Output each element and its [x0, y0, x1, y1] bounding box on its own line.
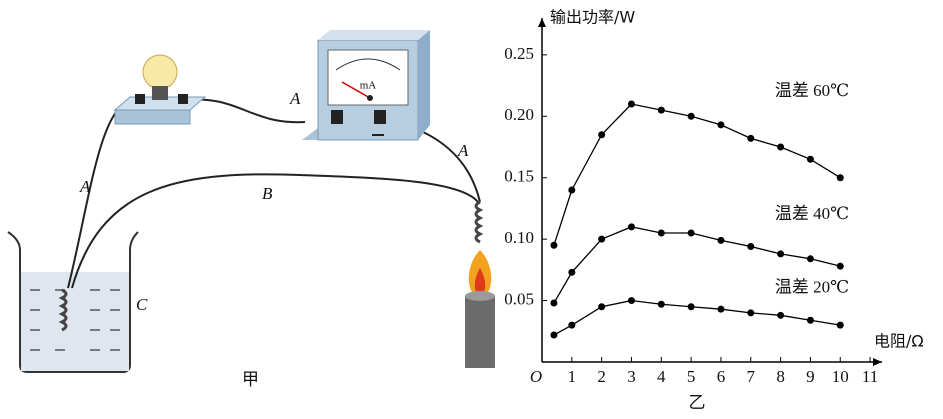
data-point: [628, 297, 635, 304]
data-point: [688, 230, 695, 237]
data-point: [747, 135, 754, 142]
series-label: 温差 20℃: [775, 277, 849, 296]
x-tick-label: 7: [747, 367, 756, 386]
y-tick-label: 0.05: [504, 289, 534, 308]
data-point: [550, 300, 557, 307]
x-tick-label: 3: [627, 367, 636, 386]
series-label: 温差 60℃: [775, 81, 849, 100]
data-point: [717, 121, 724, 128]
data-point: [777, 144, 784, 151]
wire-label: A: [457, 141, 469, 160]
data-point: [747, 309, 754, 316]
data-point: [628, 223, 635, 230]
data-point: [598, 303, 605, 310]
data-point: [777, 250, 784, 257]
axis-arrow: [873, 358, 882, 366]
data-point: [837, 263, 844, 270]
wire-label: B: [262, 184, 273, 203]
data-point: [688, 303, 695, 310]
data-point: [717, 306, 724, 313]
y-tick-label: 0.25: [504, 44, 534, 63]
axis-arrow: [538, 18, 546, 27]
series-label: 温差 40℃: [775, 204, 849, 223]
caption: 乙: [689, 393, 706, 413]
y-axis-label: 输出功率/W: [550, 8, 635, 27]
data-point: [807, 255, 814, 262]
data-point: [747, 243, 754, 250]
x-tick-label: 1: [568, 367, 577, 386]
x-axis-label: 电阻/Ω: [874, 332, 924, 351]
wire-label: A: [289, 89, 301, 108]
x-tick-label: 4: [657, 367, 666, 386]
x-tick-label: 11: [862, 367, 878, 386]
data-point: [688, 113, 695, 120]
x-tick-label: 10: [832, 367, 849, 386]
data-point: [658, 230, 665, 237]
data-point: [550, 242, 557, 249]
caption: 甲: [242, 370, 259, 390]
series-line: [554, 104, 840, 245]
data-point: [658, 107, 665, 114]
data-point: [568, 269, 575, 276]
x-tick-label: 2: [597, 367, 606, 386]
beaker: [8, 232, 138, 372]
x-tick-label: 8: [776, 367, 785, 386]
data-point: [550, 331, 557, 338]
data-point: [777, 312, 784, 319]
data-point: [628, 101, 635, 108]
data-point: [807, 156, 814, 163]
data-point: [717, 237, 724, 244]
data-point: [568, 187, 575, 194]
figure: mA A A A B C 甲 输出功率/W 电阻/Ω O 乙 0.05 0.10 0.15 0…: [0, 0, 943, 414]
data-point: [807, 317, 814, 324]
data-point: [598, 236, 605, 243]
meter-unit: mA: [360, 80, 377, 92]
data-point: [837, 322, 844, 329]
data-point: [568, 322, 575, 329]
burner: [465, 202, 495, 368]
bulb: [115, 55, 205, 124]
milliammeter: mA: [302, 30, 430, 140]
y-tick-label: 0.15: [504, 167, 534, 186]
x-tick-label: 9: [806, 367, 815, 386]
data-point: [658, 301, 665, 308]
wire-label: A: [79, 177, 91, 196]
coil-label: C: [136, 295, 148, 314]
x-tick-label: 5: [687, 367, 696, 386]
x-tick-label: 6: [717, 367, 726, 386]
data-point: [598, 131, 605, 138]
y-tick-label: 0.10: [504, 228, 534, 247]
data-point: [837, 174, 844, 181]
series-line: [554, 301, 840, 335]
y-tick-label: 0.20: [504, 105, 534, 124]
origin-label: O: [530, 367, 542, 386]
